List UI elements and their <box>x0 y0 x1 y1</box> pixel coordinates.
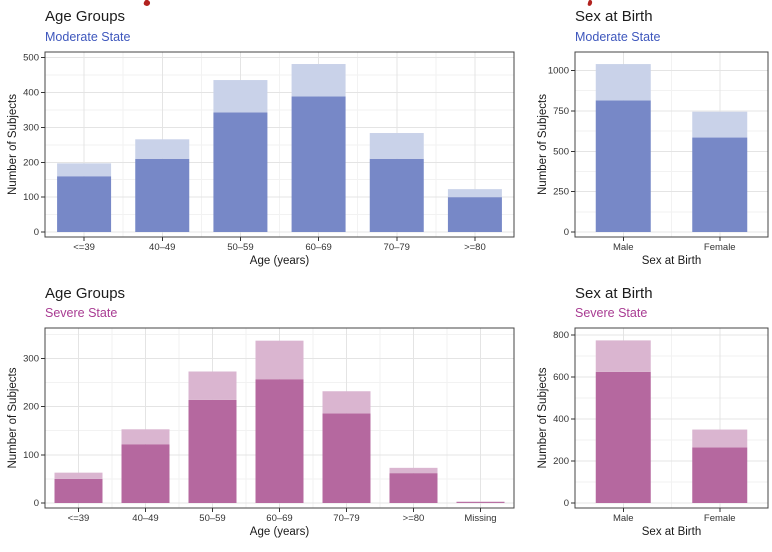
chart-title: Sex at Birth <box>575 285 653 302</box>
bar-segment-lower <box>369 158 424 232</box>
bar-segment-lower <box>54 478 103 503</box>
bar-segment-upper <box>213 80 268 113</box>
bar-segment-upper <box>447 189 502 198</box>
bar-segment-upper <box>188 371 237 400</box>
x-tick-label: 70–79 <box>333 513 359 524</box>
bar-segment-lower <box>389 473 438 503</box>
bar-segment-lower <box>456 502 505 503</box>
bar-segment-lower <box>121 444 170 503</box>
bar-segment-lower <box>692 447 748 503</box>
y-tick-label: 400 <box>553 414 569 425</box>
bar-segment-upper <box>121 429 170 445</box>
bar-segment-lower <box>291 96 346 232</box>
y-axis-title: Number of Subjects <box>7 94 19 195</box>
chart-panel-age-groups-moderate: 0 100 200 300 400 500 <=39 40–49 50–59 60–69 70–79… <box>7 51 515 267</box>
bar-segment-lower <box>255 379 304 503</box>
bar-segment-upper <box>57 163 112 177</box>
x-tick-label: >=80 <box>464 242 486 253</box>
y-tick-label: 200 <box>23 402 39 413</box>
bar-segment-upper <box>692 111 748 138</box>
bar-segment-upper <box>389 467 438 474</box>
y-tick-label: 100 <box>23 192 39 203</box>
bar-segment-upper <box>255 340 304 380</box>
x-axis-title: Sex at Birth <box>642 526 701 538</box>
y-tick-label: 400 <box>23 88 39 99</box>
bar-segment-lower <box>188 399 237 503</box>
y-tick-label: 800 <box>553 330 569 341</box>
y-tick-label: 500 <box>23 53 39 64</box>
chart-title: Sex at Birth <box>575 8 653 25</box>
y-tick-label: 100 <box>23 450 39 461</box>
chart-subtitle: Moderate State <box>575 30 661 44</box>
y-tick-label: 0 <box>34 227 39 238</box>
y-tick-label: 1000 <box>548 66 569 77</box>
chart-subtitle: Severe State <box>575 306 648 320</box>
x-tick-label: 60–69 <box>266 513 292 524</box>
x-tick-label: Missing <box>464 513 496 524</box>
bar-segment-upper <box>369 133 424 159</box>
bar-segment-upper <box>595 64 651 101</box>
x-tick-label: Male <box>613 513 634 524</box>
x-tick-label: 40–49 <box>132 513 158 524</box>
bar-segment-lower <box>595 100 651 232</box>
chart-panel-age-groups-severe: 0 100 200 300 <=39 40–49 50–59 60–69 70–79 >=80 Mi… <box>7 327 515 538</box>
bar-segment-upper <box>322 391 371 414</box>
x-tick-label: Female <box>704 513 736 524</box>
y-tick-label: 300 <box>23 353 39 364</box>
y-tick-label: 600 <box>553 372 569 383</box>
y-axis-title: Number of Subjects <box>537 94 549 195</box>
y-axis-title: Number of Subjects <box>537 367 549 468</box>
y-tick-label: 200 <box>553 456 569 467</box>
bar-segment-upper <box>54 472 103 479</box>
x-tick-label: <=39 <box>73 242 95 253</box>
panel-border <box>574 51 769 238</box>
x-tick-label: >=80 <box>403 513 425 524</box>
bar-segment-lower <box>447 197 502 232</box>
bar-segment-upper <box>135 139 190 159</box>
x-tick-label: 50–59 <box>199 513 225 524</box>
y-tick-label: 0 <box>34 498 39 509</box>
bar-segment-upper <box>456 501 505 503</box>
chart-title: Age Groups <box>45 8 126 25</box>
chart-subtitle: Moderate State <box>45 30 131 44</box>
x-tick-label: Male <box>613 242 634 253</box>
bar-segment-upper <box>595 340 651 372</box>
bar-segment-lower <box>135 158 190 232</box>
bar-segment-upper <box>692 429 748 448</box>
x-axis-title: Sex at Birth <box>642 255 701 267</box>
bar-segment-lower <box>213 112 268 232</box>
x-tick-label: 70–79 <box>384 242 410 253</box>
x-tick-label: 60–69 <box>305 242 331 253</box>
y-tick-label: 500 <box>553 146 569 157</box>
bar-segment-lower <box>322 413 371 503</box>
chart-subtitle: Severe State <box>45 306 118 320</box>
x-tick-label: 50–59 <box>227 242 253 253</box>
y-tick-label: 250 <box>553 187 569 198</box>
y-tick-label: 200 <box>23 157 39 168</box>
x-tick-label: 40–49 <box>149 242 175 253</box>
y-tick-label: 0 <box>564 498 569 509</box>
x-tick-label: Female <box>704 242 736 253</box>
bar-segment-upper <box>291 64 346 97</box>
x-axis-title: Age (years) <box>250 255 310 267</box>
chart-title: Age Groups <box>45 285 126 302</box>
y-tick-label: 750 <box>553 106 569 117</box>
bar-segment-lower <box>595 371 651 503</box>
y-axis-title: Number of Subjects <box>7 367 19 468</box>
bar-segment-lower <box>692 137 748 232</box>
y-tick-label: 0 <box>564 227 569 238</box>
bar-segment-lower <box>57 176 112 232</box>
panel-border <box>574 327 769 509</box>
panel-border <box>44 51 515 238</box>
y-tick-label: 300 <box>23 122 39 133</box>
x-tick-label: <=39 <box>68 513 90 524</box>
x-axis-title: Age (years) <box>250 526 310 538</box>
